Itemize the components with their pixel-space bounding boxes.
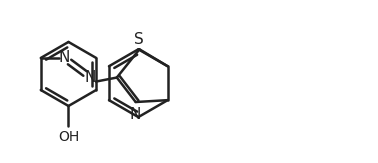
Text: N: N bbox=[130, 107, 141, 122]
Text: OH: OH bbox=[58, 130, 79, 144]
Text: N: N bbox=[85, 70, 96, 85]
Text: N: N bbox=[59, 51, 70, 66]
Text: S: S bbox=[134, 32, 144, 47]
